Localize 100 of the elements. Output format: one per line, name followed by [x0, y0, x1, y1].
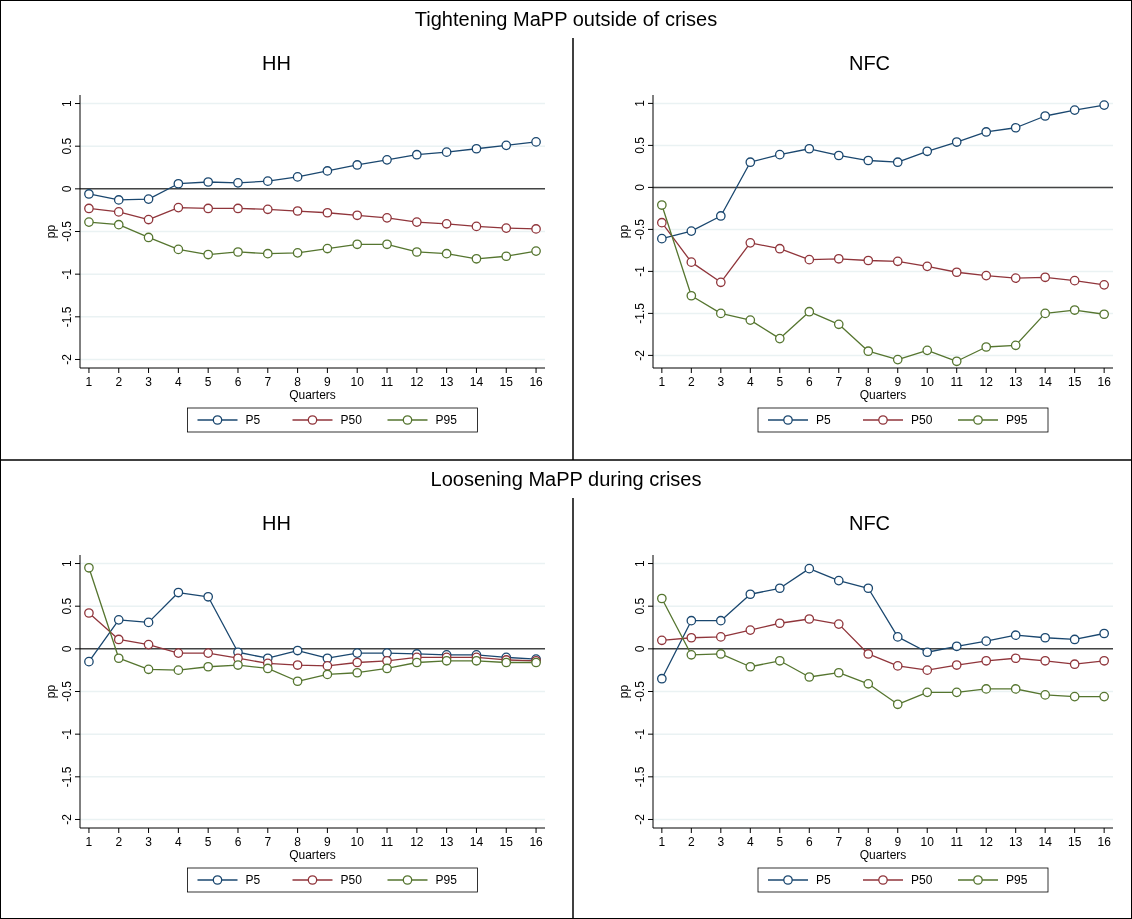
point [113, 219, 124, 230]
x-tick-label: 10 [350, 835, 365, 849]
x-tick-label: 5 [204, 835, 212, 849]
point [657, 635, 667, 646]
point [292, 660, 303, 670]
point [922, 647, 933, 658]
point [352, 648, 363, 658]
point [715, 308, 726, 319]
point [143, 232, 154, 243]
point [233, 660, 243, 670]
point [745, 589, 756, 600]
point [804, 563, 815, 574]
chart-title: HH [262, 52, 291, 74]
y-tick-label: -0.5 [60, 680, 74, 702]
point [203, 249, 214, 260]
point [113, 195, 124, 205]
y-axis-title: pp [617, 684, 631, 699]
point [833, 667, 844, 678]
point [1099, 100, 1109, 110]
x-tick-label: 13 [1009, 835, 1023, 849]
point [203, 203, 214, 214]
legend-label: P95 [1006, 413, 1028, 427]
point [715, 649, 726, 659]
point [774, 243, 785, 254]
point [1040, 690, 1051, 700]
x-tick-label: 6 [805, 835, 813, 849]
point [715, 277, 726, 288]
y-axis-title: pp [617, 224, 631, 239]
point [686, 632, 697, 643]
x-tick-label: 7 [835, 835, 843, 849]
point [863, 583, 874, 594]
point [471, 221, 482, 232]
point [892, 699, 903, 710]
point [292, 676, 303, 687]
point [262, 248, 273, 259]
x-tick-label: 14 [1038, 835, 1053, 849]
point [113, 634, 124, 645]
y-axis-title: pp [44, 684, 58, 699]
point [922, 261, 933, 272]
x-tick-label: 5 [776, 375, 784, 389]
x-tick-label: 7 [264, 835, 272, 849]
point [981, 342, 992, 352]
point [833, 253, 844, 264]
point [922, 665, 933, 676]
point [322, 661, 333, 671]
point [833, 319, 844, 330]
point [951, 356, 962, 367]
point [173, 202, 184, 213]
y-tick-label: 1 [633, 99, 647, 107]
point [203, 648, 214, 658]
x-tick-label: 3 [717, 835, 725, 849]
x-axis-title: Quarters [859, 388, 907, 402]
point [951, 687, 962, 698]
chart-title: HH [262, 512, 291, 534]
point [951, 267, 962, 278]
legend-label: P50 [911, 413, 933, 427]
point [292, 206, 303, 216]
x-tick-label: 1 [658, 375, 666, 389]
point [1069, 105, 1080, 115]
point [892, 661, 903, 671]
x-tick-label: 7 [264, 375, 272, 389]
point [113, 207, 124, 217]
x-tick-label: 10 [920, 375, 935, 389]
point [745, 315, 756, 325]
point [951, 137, 962, 147]
x-tick-label: 13 [439, 835, 454, 849]
point [322, 166, 333, 176]
x-tick-label: 8 [864, 835, 872, 849]
point [382, 648, 392, 658]
point [745, 661, 756, 672]
point [804, 143, 815, 154]
point [1010, 340, 1021, 351]
point [922, 345, 933, 356]
x-tick-label: 4 [746, 375, 754, 389]
y-tick-label: -2 [633, 349, 647, 361]
point [292, 247, 303, 258]
y-axis-title: pp [44, 224, 58, 239]
point [715, 615, 726, 626]
legend-label: P50 [340, 873, 363, 887]
x-tick-label: 5 [204, 375, 212, 389]
point [863, 255, 874, 266]
point [143, 214, 154, 225]
point [352, 160, 363, 170]
x-tick-label: 2 [115, 835, 123, 849]
point [352, 657, 363, 668]
point [1010, 653, 1021, 664]
x-axis-title: Quarters [859, 848, 907, 862]
x-tick-label: 9 [894, 835, 902, 849]
point [981, 270, 992, 281]
y-tick-label: -0.5 [633, 680, 647, 702]
point [1010, 122, 1021, 133]
x-tick-label: 15 [499, 835, 514, 849]
x-axis-title: Quarters [289, 848, 336, 862]
x-tick-label: 12 [979, 375, 994, 389]
x-tick-label: 6 [234, 835, 242, 849]
x-tick-label: 11 [380, 835, 394, 849]
x-tick-label: 1 [658, 835, 666, 849]
x-tick-label: 14 [1038, 375, 1053, 389]
point [501, 223, 512, 233]
x-tick-label: 4 [175, 375, 183, 389]
